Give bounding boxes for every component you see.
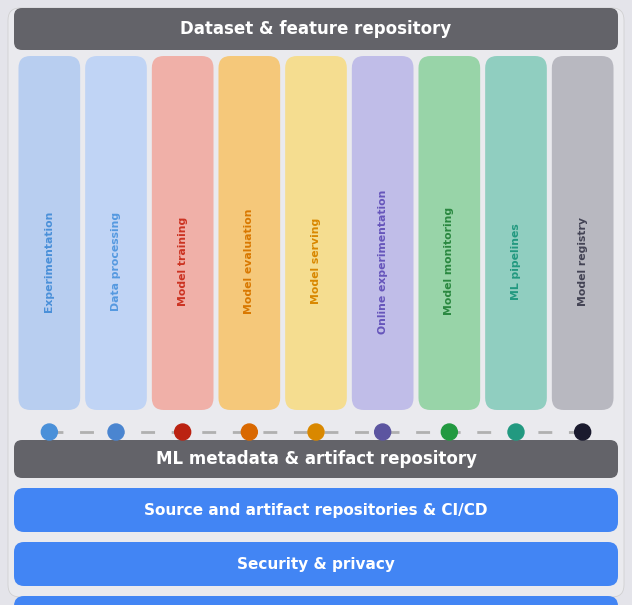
FancyBboxPatch shape	[14, 440, 618, 478]
FancyBboxPatch shape	[552, 56, 614, 410]
FancyBboxPatch shape	[85, 56, 147, 410]
Circle shape	[441, 424, 458, 440]
Text: Experimentation: Experimentation	[44, 211, 54, 312]
Circle shape	[174, 424, 191, 440]
FancyBboxPatch shape	[14, 542, 618, 586]
FancyBboxPatch shape	[8, 8, 624, 597]
Text: Model monitoring: Model monitoring	[444, 208, 454, 315]
Text: ML pipelines: ML pipelines	[511, 223, 521, 299]
Text: Source and artifact repositories & CI/CD: Source and artifact repositories & CI/CD	[144, 503, 488, 517]
Circle shape	[508, 424, 524, 440]
FancyBboxPatch shape	[14, 8, 618, 50]
Text: Model serving: Model serving	[311, 218, 321, 304]
FancyBboxPatch shape	[14, 488, 618, 532]
Text: Model registry: Model registry	[578, 217, 588, 306]
Circle shape	[308, 424, 324, 440]
Circle shape	[574, 424, 591, 440]
Circle shape	[375, 424, 391, 440]
Text: ML metadata & artifact repository: ML metadata & artifact repository	[155, 450, 477, 468]
FancyBboxPatch shape	[352, 56, 413, 410]
Circle shape	[241, 424, 257, 440]
FancyBboxPatch shape	[14, 596, 618, 605]
Text: Online experimentation: Online experimentation	[378, 189, 387, 333]
Circle shape	[41, 424, 58, 440]
Text: Data processing: Data processing	[111, 212, 121, 311]
FancyBboxPatch shape	[418, 56, 480, 410]
Text: Security & privacy: Security & privacy	[237, 557, 395, 572]
Text: Model evaluation: Model evaluation	[245, 209, 254, 314]
Circle shape	[108, 424, 124, 440]
FancyBboxPatch shape	[18, 56, 80, 410]
FancyBboxPatch shape	[485, 56, 547, 410]
FancyBboxPatch shape	[285, 56, 347, 410]
Text: Dataset & feature repository: Dataset & feature repository	[180, 20, 452, 38]
FancyBboxPatch shape	[152, 56, 214, 410]
FancyBboxPatch shape	[219, 56, 280, 410]
Text: Model training: Model training	[178, 217, 188, 306]
